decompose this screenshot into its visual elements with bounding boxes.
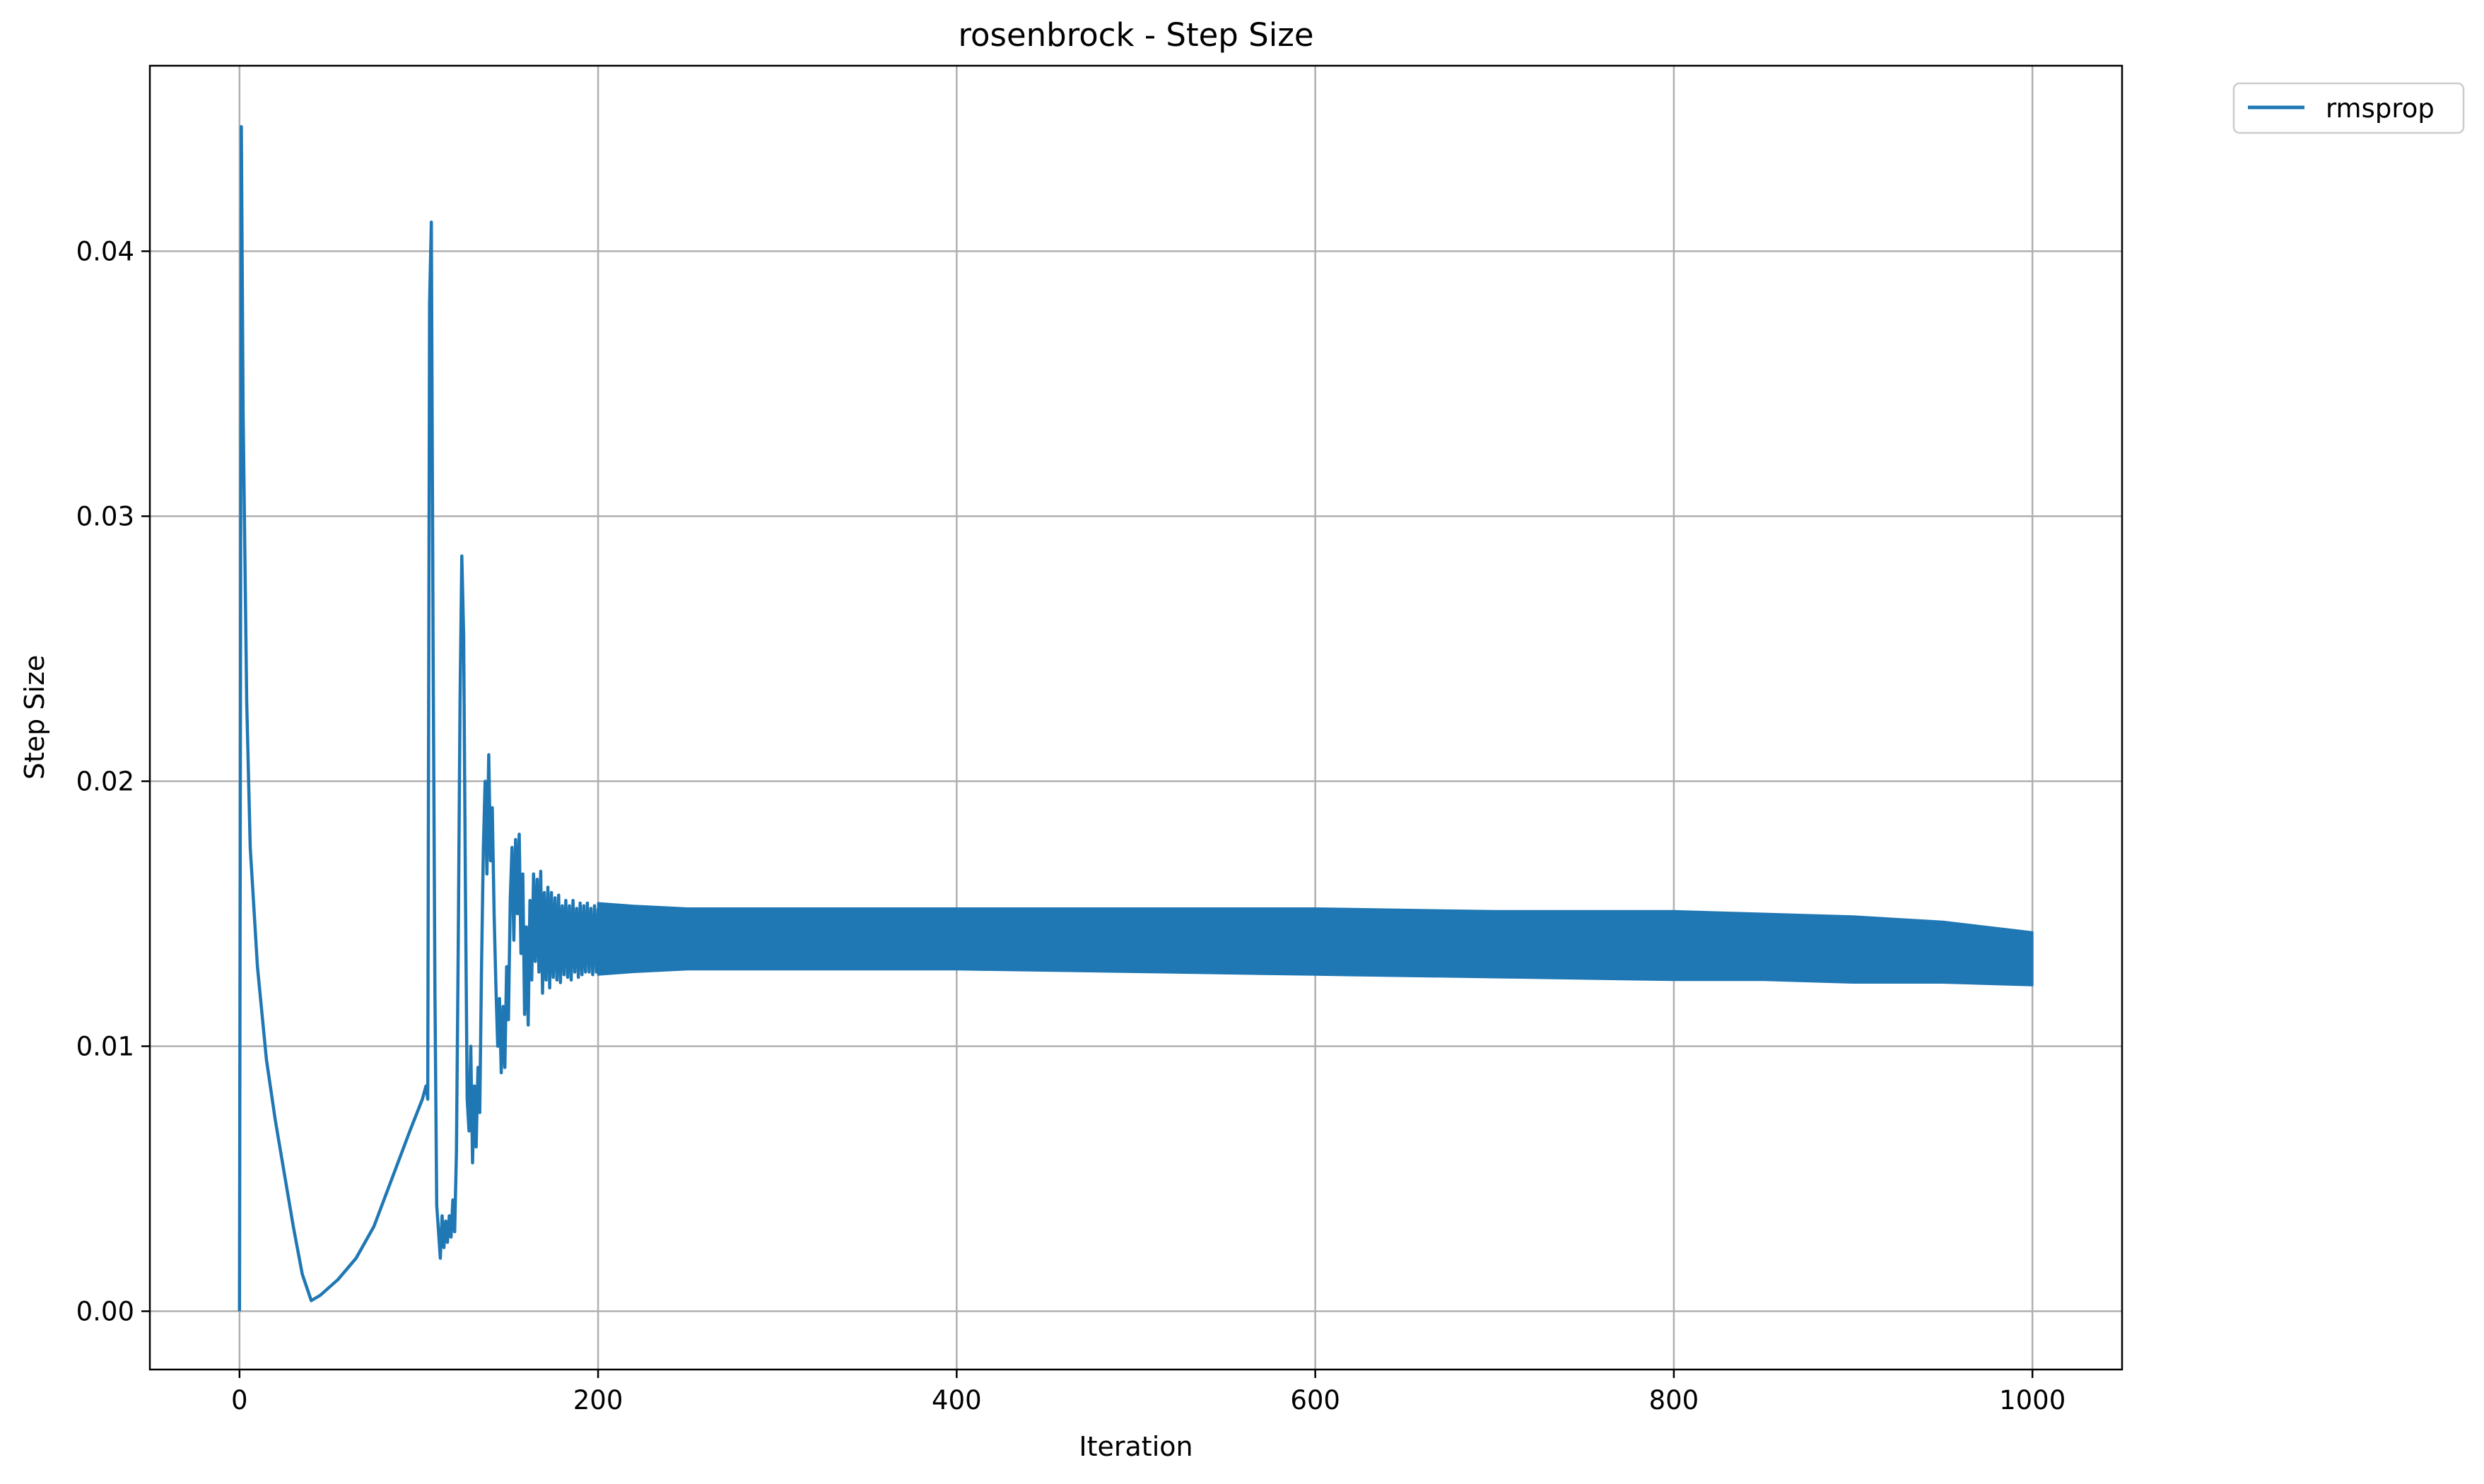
series-band-rmsprop [597,902,2034,987]
legend: rmsprop [2232,82,2465,134]
y-tick-label: 0.01 [76,1032,134,1062]
chart-title: rosenbrock - Step Size [958,16,1313,54]
x-tick-label: 600 [1290,1385,1340,1415]
y-tick-label: 0.03 [76,502,134,532]
grid-lines [150,66,2122,1370]
y-axis-label: Step Size [19,655,50,780]
series-line-rmsprop [238,125,600,1312]
x-axis-ticks: 0 200 400 600 800 1000 [231,1370,2066,1415]
x-tick-label: 400 [932,1385,982,1415]
y-tick-label: 0.02 [76,767,134,797]
x-axis-label: Iteration [1079,1431,1193,1462]
legend-label-rmsprop: rmsprop [2326,93,2435,124]
y-tick-label: 0.00 [76,1297,134,1327]
plot-frame [148,64,2123,1371]
y-tick-label: 0.04 [76,237,134,267]
x-tick-label: 1000 [1999,1385,2066,1415]
y-axis-ticks: 0.00 0.01 0.02 0.03 0.04 [76,237,150,1327]
series-layer [238,125,2034,1312]
legend-box [2232,82,2465,134]
x-tick-label: 200 [573,1385,623,1415]
x-tick-label: 0 [231,1385,248,1415]
x-tick-label: 800 [1649,1385,1699,1415]
